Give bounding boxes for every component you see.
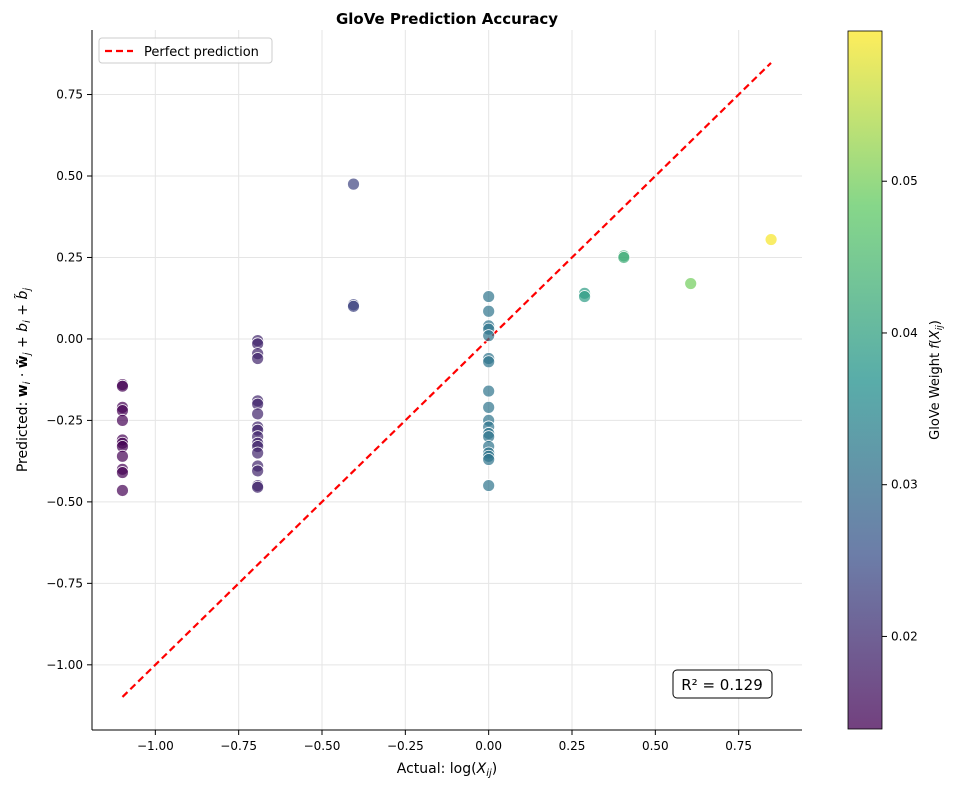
data-point xyxy=(482,304,496,318)
y-tick-label: 0.75 xyxy=(56,88,83,102)
y-axis-label: Predicted: wi · w̃j + bi + b̃j xyxy=(14,288,33,473)
y-tick-label: −0.75 xyxy=(46,576,83,590)
x-tick-label: 0.25 xyxy=(559,739,586,753)
data-point xyxy=(482,400,496,414)
data-point xyxy=(116,484,129,497)
y-tick-label: 0.50 xyxy=(56,169,83,183)
data-point xyxy=(251,446,265,460)
y-tick-label: −0.50 xyxy=(46,495,83,509)
r-squared-annotation: R² = 0.129 xyxy=(672,669,773,699)
x-tick-label: −0.50 xyxy=(304,739,341,753)
data-point xyxy=(684,277,698,290)
colorbar-tick-label: 0.03 xyxy=(891,478,918,492)
data-point xyxy=(116,414,129,427)
x-tick-label: −1.00 xyxy=(137,739,174,753)
x-tick-label: −0.25 xyxy=(387,739,424,753)
legend-entry: Perfect prediction xyxy=(144,45,259,60)
colorbar-gradient xyxy=(847,30,883,730)
perfect-prediction-line xyxy=(121,62,772,698)
colorbar-label: GloVe Weight f(Xij) xyxy=(928,320,945,440)
legend: Perfect prediction xyxy=(98,37,273,64)
data-point xyxy=(251,352,265,365)
y-tick-label: −1.00 xyxy=(46,658,83,672)
x-tick-label: 0.75 xyxy=(725,739,752,753)
y-tick-label: 0.00 xyxy=(56,332,83,346)
data-point xyxy=(251,464,265,478)
data-point xyxy=(482,479,496,492)
x-tick-label: 0.00 xyxy=(475,739,502,753)
colorbar-tick-label: 0.04 xyxy=(891,326,918,340)
x-tick-label: −0.75 xyxy=(220,739,257,753)
data-point xyxy=(116,466,129,479)
data-points xyxy=(116,177,778,497)
axis-ticks: −1.00 −0.75 −0.50 −0.25 0.00 0.25 0.50 0.75 0.75… xyxy=(46,88,752,753)
data-point xyxy=(116,379,129,393)
grid xyxy=(92,30,802,730)
data-point xyxy=(578,290,591,303)
data-point xyxy=(347,177,360,191)
data-point xyxy=(482,329,496,343)
chart-title: GloVe Prediction Accuracy xyxy=(336,10,558,28)
colorbar-tick-label: 0.02 xyxy=(891,629,918,643)
x-tick-label: 0.50 xyxy=(642,739,669,753)
data-point xyxy=(482,290,496,303)
colorbar-tick-label: 0.05 xyxy=(891,174,918,188)
data-point xyxy=(116,449,129,463)
colorbar: 0.02 0.03 0.04 0.05 GloVe Weight f(Xij) xyxy=(847,30,945,730)
data-point xyxy=(482,453,496,466)
data-point xyxy=(617,251,631,264)
data-point xyxy=(482,355,496,369)
data-point xyxy=(251,480,265,494)
data-point xyxy=(251,407,265,421)
y-tick-label: −0.25 xyxy=(46,413,83,427)
data-point xyxy=(347,299,360,313)
data-point xyxy=(482,384,496,398)
data-point xyxy=(764,233,778,246)
x-axis-label: Actual: log(Xij) xyxy=(397,761,497,779)
y-tick-label: 0.25 xyxy=(56,250,83,264)
r-squared-text: R² = 0.129 xyxy=(681,676,762,694)
